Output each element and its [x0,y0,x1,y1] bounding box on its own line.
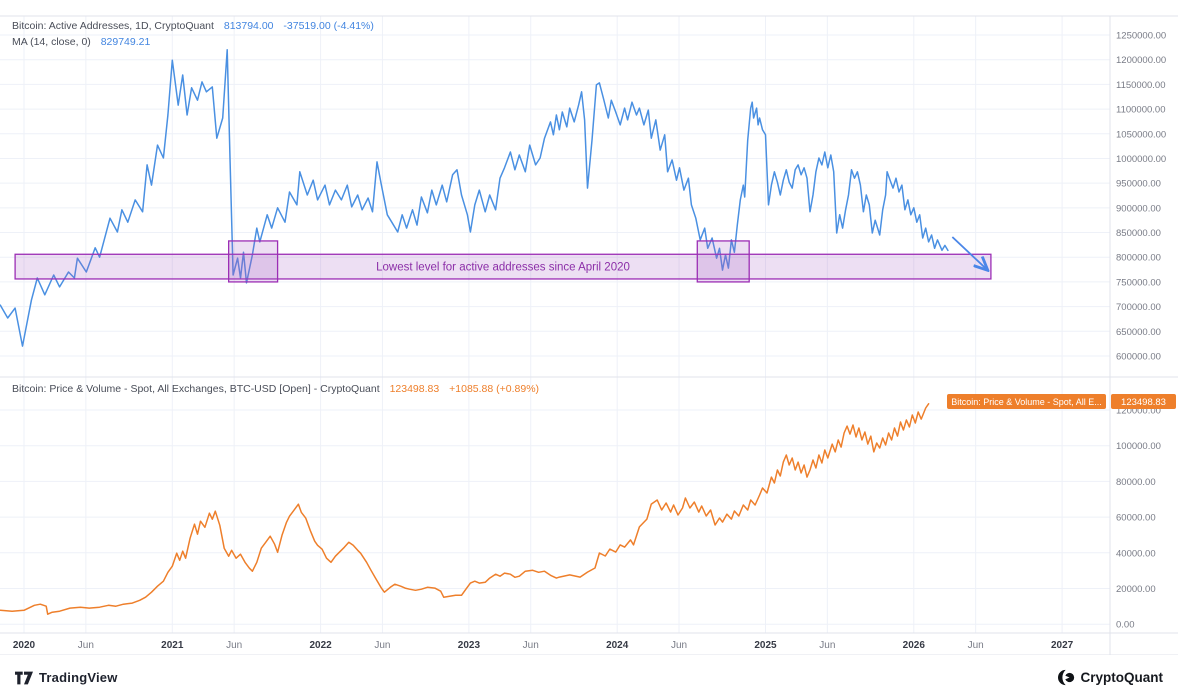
price-tick-label: 1100000.00 [1116,105,1166,116]
price-tick-label: 120000.00 [1116,406,1161,417]
price-axis[interactable]: 1250000.00 1200000.00 1150000.00 1100000.00… [1116,31,1166,631]
last-price-tag-text: 123498.83 [1121,397,1166,408]
price-tick-label: 900000.00 [1116,203,1161,214]
ma-title: MA (14, close, 0) [12,36,91,48]
series-name-tag-text: Bitcoin: Price & Volume - Spot, All E... [951,397,1102,407]
price-tick-label: 60000.00 [1116,513,1156,524]
band-label: Lowest level for active addresses since … [376,262,630,274]
tradingview-label: TradingView [39,670,118,685]
cryptoquant-icon [1057,669,1074,686]
top-series-value: 813794.00 [223,20,274,32]
time-tick-label: 2024 [606,640,629,651]
cryptoquant-label: CryptoQuant [1080,670,1164,685]
gridlines [0,16,1110,633]
highlight-box-2[interactable] [696,240,750,283]
cryptoquant-logo[interactable]: CryptoQuant [1057,669,1164,686]
top-series-title: Bitcoin: Active Addresses, 1D, CryptoQua… [12,20,214,32]
bottom-series-value: 123498.83 [389,383,440,395]
price-tick-label: 0.00 [1116,620,1135,631]
price-tick-label: 700000.00 [1116,302,1161,313]
price-tick-label: 1250000.00 [1116,31,1166,42]
time-tick-label: 2026 [903,640,926,651]
highlight-box-1[interactable] [228,240,279,283]
time-tick-label: Jun [968,640,984,651]
time-tick-label: Jun [226,640,242,651]
legend-price-volume[interactable]: Bitcoin: Price & Volume - Spot, All Exch… [12,383,539,395]
active-addresses-line[interactable] [0,49,949,347]
chart-canvas[interactable]: Lowest level for active addresses since … [0,0,1178,656]
price-tick-label: 600000.00 [1116,352,1161,363]
price-tick-label: 850000.00 [1116,228,1161,239]
price-tick-label: 650000.00 [1116,327,1161,338]
price-tick-label: 1000000.00 [1116,154,1166,165]
price-tick-label: 1200000.00 [1116,55,1166,66]
bottom-series-title: Bitcoin: Price & Volume - Spot, All Exch… [12,383,380,395]
price-tick-label: 950000.00 [1116,179,1161,190]
time-axis[interactable]: 2020 Jun 2021 Jun 2022 Jun 2023 Jun 2024 Jun 2025 J… [13,640,1074,651]
time-tick-label: Jun [78,640,94,651]
legend-active-addresses[interactable]: Bitcoin: Active Addresses, 1D, CryptoQua… [12,20,374,32]
time-tick-label: Jun [671,640,687,651]
time-tick-label: 2027 [1051,640,1074,651]
price-tick-label: 750000.00 [1116,277,1161,288]
time-tick-label: 2021 [161,640,184,651]
btc-price-line[interactable] [0,403,930,615]
price-tick-label: 80000.00 [1116,477,1156,488]
price-tick-label: 40000.00 [1116,548,1156,559]
price-tick-label: 100000.00 [1116,441,1161,452]
time-tick-label: Jun [523,640,539,651]
price-tick-label: 1150000.00 [1116,80,1166,91]
time-tick-label: Jun [819,640,835,651]
last-price-tag [1111,394,1176,409]
time-tick-label: 2022 [309,640,332,651]
tradingview-icon [15,671,33,684]
bottom-series-change: +1085.88 (+0.89%) [449,383,540,395]
tradingview-logo[interactable]: TradingView [15,670,118,685]
price-tick-label: 800000.00 [1116,253,1161,264]
ma-value: 829749.21 [100,36,151,48]
time-tick-label: 2025 [754,640,777,651]
price-tick-label: 20000.00 [1116,584,1156,595]
time-tick-label: 2020 [13,640,36,651]
down-arrow-annotation[interactable] [951,236,986,269]
series-name-tag [947,394,1106,409]
time-tick-label: 2023 [458,640,481,651]
highlight-band[interactable] [14,253,992,280]
top-series-change: -37519.00 (-4.41%) [283,20,374,32]
price-tick-label: 1050000.00 [1116,129,1166,140]
footer-bar: TradingView CryptoQuant [0,655,1178,700]
legend-ma[interactable]: MA (14, close, 0) 829749.21 [12,36,150,48]
time-tick-label: Jun [374,640,390,651]
